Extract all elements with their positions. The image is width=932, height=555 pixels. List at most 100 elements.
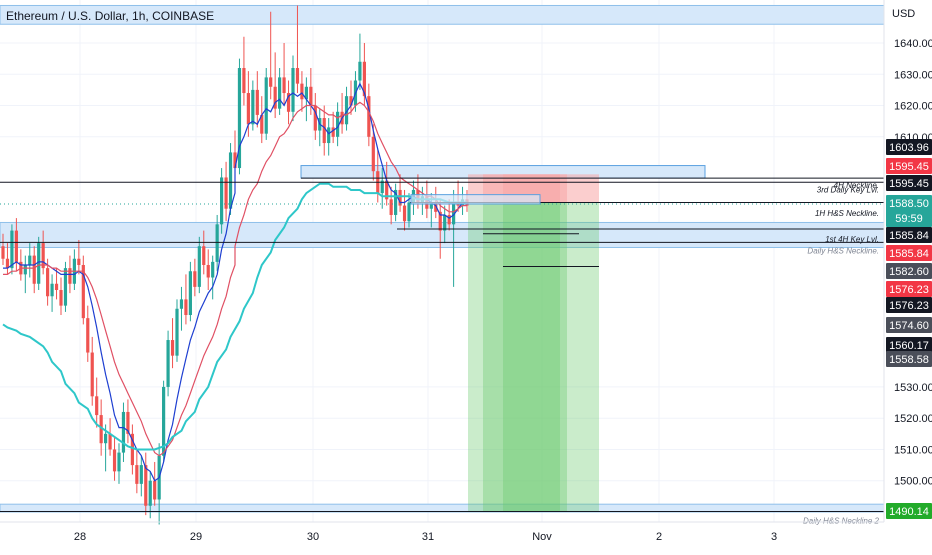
price-tick-label: 1640.00 — [894, 38, 932, 50]
candle-body — [95, 396, 99, 416]
moving-average-line — [3, 82, 467, 482]
candle-body — [5, 258, 10, 269]
candle-body — [438, 211, 442, 231]
candle-body — [362, 61, 366, 97]
candle-body — [144, 465, 148, 506]
price-tag — [886, 503, 932, 519]
price-tag — [886, 139, 932, 155]
candle-body — [188, 271, 192, 316]
candle-body — [135, 465, 139, 484]
candle-body — [304, 86, 308, 100]
candle-body — [260, 114, 264, 134]
price-tag — [886, 263, 932, 279]
candle-body — [162, 386, 166, 456]
moving-average-line — [2, 182, 467, 451]
level-label: 1st 4H Key Lvl. — [825, 235, 879, 244]
candle-body — [14, 230, 18, 262]
candle-body — [282, 77, 286, 94]
price-tag-countdown: 59:59 — [895, 213, 923, 225]
candle-body — [153, 480, 157, 500]
price-tag — [886, 351, 932, 367]
candle-body — [90, 352, 94, 397]
candle-body — [108, 433, 112, 450]
candle-body — [371, 136, 375, 172]
price-tag-label: 1585.84 — [889, 248, 929, 260]
price-tag-label: 1560.17 — [889, 340, 929, 352]
price-tag-label: 1574.60 — [889, 320, 929, 332]
price-tag-label: 1576.23 — [889, 300, 929, 312]
candle-body — [28, 255, 32, 265]
candle-body — [242, 68, 246, 94]
candle-body — [170, 340, 175, 356]
moving-average-line — [3, 101, 467, 457]
candle-body — [367, 96, 371, 137]
candle-body — [447, 214, 451, 225]
candle-body — [336, 111, 340, 137]
candle-body — [269, 77, 273, 87]
price-tag — [886, 317, 932, 333]
price-tag-label: 1558.58 — [889, 354, 929, 366]
candle-body — [175, 308, 179, 356]
candle-body — [112, 449, 117, 472]
price-tag — [886, 281, 932, 297]
price-tick-label: 1520.00 — [894, 413, 932, 425]
candle-body — [59, 290, 63, 306]
candle-body — [394, 189, 398, 215]
candle-body — [358, 61, 362, 81]
candle-body — [255, 89, 259, 115]
price-tag — [886, 158, 932, 174]
price-tag-label: 1585.84 — [889, 230, 929, 242]
candle-body — [37, 243, 41, 284]
candle-body — [184, 299, 188, 316]
price-tag — [886, 227, 932, 243]
time-tick-label: 31 — [422, 531, 434, 543]
candle-body — [286, 93, 291, 112]
candle-body — [117, 452, 121, 472]
level-label: Daily H&S Neckline. — [807, 246, 879, 255]
candle-body — [99, 415, 103, 444]
level-label: Daily H&S Neckline 2 — [803, 517, 880, 526]
candle-body — [202, 246, 206, 265]
candle-body — [237, 68, 242, 169]
price-tag-label: 1595.45 — [889, 161, 929, 173]
candle-body — [251, 89, 255, 125]
candle-body — [215, 224, 219, 262]
candle-body — [10, 230, 14, 269]
time-tick-label: Nov — [532, 531, 552, 543]
candle-body — [126, 411, 130, 434]
candle-body — [77, 258, 81, 265]
short-position-target-area — [468, 202, 560, 512]
candle-body — [273, 86, 277, 109]
candle-body — [32, 255, 36, 284]
level-label: 3rd Daily Key Lvl. — [817, 185, 879, 194]
time-tick-label: 3 — [771, 531, 777, 543]
candle-body — [130, 433, 134, 466]
price-tag-label: 1603.96 — [889, 142, 929, 154]
price-tag-label: 1490.14 — [889, 506, 929, 518]
time-tick-label: 29 — [190, 531, 202, 543]
candle-body — [228, 152, 233, 209]
price-tag-label: 1576.23 — [889, 284, 929, 296]
candle-body — [434, 202, 438, 212]
candle-body — [104, 433, 108, 444]
candle-body — [46, 268, 50, 297]
candle-body — [402, 205, 407, 222]
candle-body — [54, 283, 59, 291]
time-tick-label: 30 — [307, 531, 319, 543]
price-tag — [886, 195, 932, 227]
candle-body — [344, 96, 349, 125]
candle-body — [322, 118, 326, 144]
candle-body — [407, 202, 411, 222]
price-tag-label: 1588.50 — [889, 198, 929, 210]
candle-body — [385, 180, 389, 200]
candle-body — [380, 180, 384, 194]
candle-body — [179, 299, 184, 309]
candle-body — [68, 268, 72, 284]
candle-body — [193, 271, 197, 287]
candle-body — [398, 189, 402, 206]
candle-body — [139, 465, 143, 484]
price-tag-label: 1595.45 — [889, 178, 929, 190]
